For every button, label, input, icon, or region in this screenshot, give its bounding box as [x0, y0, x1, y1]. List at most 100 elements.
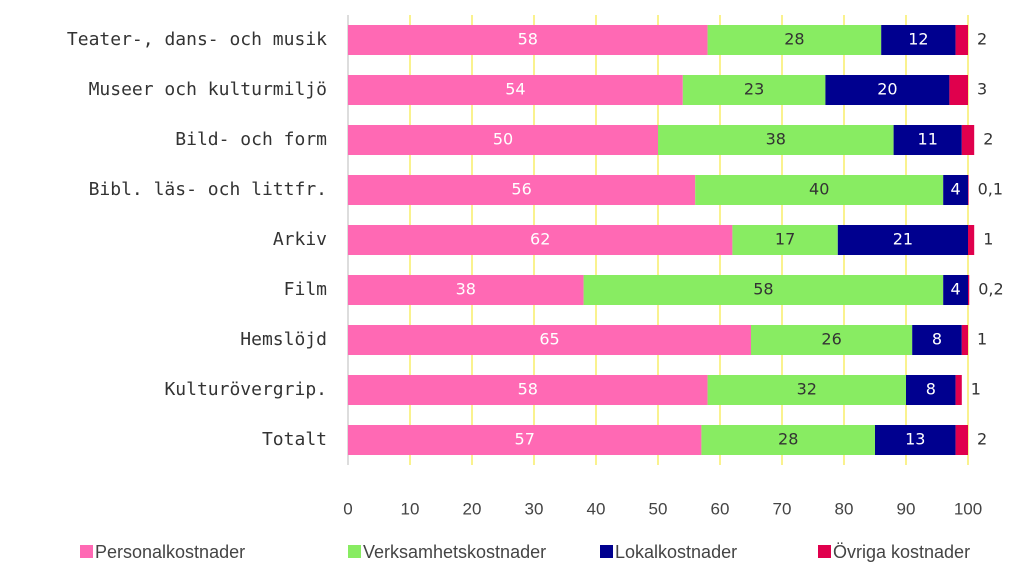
x-tick-label: 40 [587, 499, 606, 518]
data-label: 11 [918, 130, 938, 149]
legend-label: Verksamhetskostnader [363, 542, 546, 562]
bar-segment [701, 425, 875, 455]
bar-segment [906, 375, 956, 405]
bar-segment [348, 225, 733, 255]
bar-segment [955, 375, 962, 405]
data-label: 8 [926, 380, 936, 399]
data-label: 17 [775, 230, 795, 249]
data-label: 12 [908, 30, 928, 49]
bar-segment [348, 325, 751, 355]
x-tick-label: 80 [835, 499, 854, 518]
bar-segment [658, 125, 894, 155]
x-tick-label: 60 [711, 499, 730, 518]
category-label: Museer och kulturmiljö [89, 79, 327, 100]
data-label: 8 [932, 330, 942, 349]
data-label: 21 [893, 230, 913, 249]
data-label: 58 [518, 30, 538, 49]
data-label: 4 [951, 280, 961, 299]
x-tick-label: 30 [525, 499, 544, 518]
bar-segment [707, 375, 906, 405]
bar-segment [955, 425, 968, 455]
data-label: 38 [456, 280, 476, 299]
data-label: 1 [971, 380, 981, 399]
data-label: 40 [809, 180, 829, 199]
data-label: 58 [518, 380, 538, 399]
category-label: Bild- och form [175, 129, 327, 150]
legend-swatch [600, 545, 613, 558]
data-label: 56 [511, 180, 531, 199]
legend-label: Personalkostnader [95, 542, 245, 562]
data-label: 2 [977, 430, 987, 449]
data-label: 62 [530, 230, 550, 249]
legend-swatch [80, 545, 93, 558]
bar-segment [751, 325, 913, 355]
bar-segment [707, 25, 882, 55]
bar-segment [943, 175, 968, 205]
legend-swatch [818, 545, 831, 558]
legend-label: Lokalkostnader [615, 542, 737, 562]
bar-segment [961, 125, 975, 155]
x-tick-label: 0 [343, 499, 352, 518]
bar-segment [682, 75, 826, 105]
bar-segment [348, 175, 696, 205]
x-tick-label: 10 [401, 499, 420, 518]
data-label: 65 [539, 330, 559, 349]
bar-segment [968, 275, 970, 305]
bar-segment [968, 225, 975, 255]
data-label: 3 [977, 80, 987, 99]
bar-segment [732, 225, 838, 255]
bar-segment [825, 75, 950, 105]
data-label: 57 [515, 430, 535, 449]
data-label: 0,1 [978, 180, 1003, 199]
bar-segment [881, 25, 956, 55]
bar-segment [348, 25, 708, 55]
data-label: 4 [951, 180, 961, 199]
data-label: 23 [744, 80, 764, 99]
bar-segment [837, 225, 968, 255]
data-label: 2 [977, 30, 987, 49]
category-label: Kulturövergrip. [164, 379, 327, 400]
data-label: 38 [766, 130, 786, 149]
bar-segment [912, 325, 962, 355]
data-label: 50 [493, 130, 513, 149]
data-label: 1 [977, 330, 987, 349]
data-label: 13 [905, 430, 925, 449]
data-label: 54 [505, 80, 525, 99]
category-label: Teater-, dans- och musik [67, 29, 327, 50]
category-label: Film [284, 279, 327, 300]
data-label: 28 [778, 430, 798, 449]
data-label: 1 [983, 230, 993, 249]
legend-label: Övriga kostnader [833, 542, 970, 562]
data-label: 20 [877, 80, 897, 99]
bar-segment [695, 175, 944, 205]
x-tick-label: 100 [954, 499, 982, 518]
data-label: 26 [821, 330, 841, 349]
data-label: 32 [797, 380, 817, 399]
bar-segment [348, 425, 702, 455]
bar-segment [968, 175, 969, 205]
x-tick-label: 20 [463, 499, 482, 518]
x-tick-label: 50 [649, 499, 668, 518]
bar-segment [348, 125, 658, 155]
data-label: 2 [983, 130, 993, 149]
data-label: 0,2 [978, 280, 1003, 299]
x-tick-label: 90 [897, 499, 916, 518]
category-label: Totalt [262, 429, 327, 450]
data-label: 58 [753, 280, 773, 299]
category-label: Hemslöjd [240, 329, 327, 350]
bar-segment [893, 125, 962, 155]
bar-segment [348, 75, 683, 105]
bar-segment [348, 375, 708, 405]
data-label: 28 [784, 30, 804, 49]
bar-segment [348, 275, 584, 305]
legend-swatch [348, 545, 361, 558]
bar-segment [955, 25, 968, 55]
category-label: Arkiv [273, 229, 327, 250]
bar-segment [943, 275, 968, 305]
bar-segment [875, 425, 956, 455]
bar-segment [583, 275, 944, 305]
category-label: Bibl. läs- och littfr. [89, 179, 327, 200]
bar-segment [961, 325, 968, 355]
x-tick-label: 70 [773, 499, 792, 518]
